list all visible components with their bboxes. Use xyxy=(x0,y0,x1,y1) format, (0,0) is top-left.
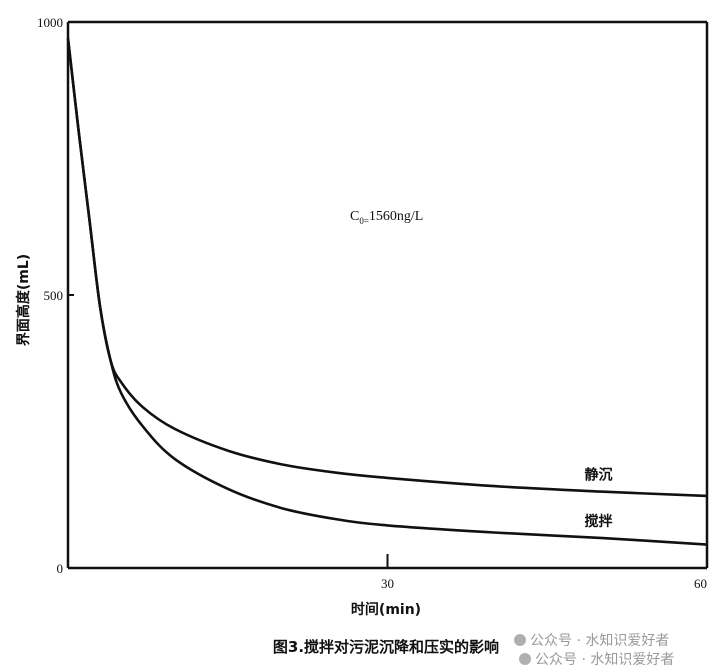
y-tick-label: 0 xyxy=(57,561,64,576)
labels: 时间(min) 界面高度(mL) C0=1560ng/L 图3.搅拌对污泥沉降和… xyxy=(15,209,613,656)
concentration-annotation: C0=1560ng/L xyxy=(350,209,423,226)
series-label-1: 静沉 xyxy=(585,467,613,484)
series-lines xyxy=(66,38,708,546)
watermark-line-2: 公众号 · 水知识爱好者 xyxy=(535,651,674,668)
y-tick-label: 500 xyxy=(44,288,64,303)
y-axis-label: 界面高度(mL) xyxy=(15,254,32,346)
wechat-icon xyxy=(519,653,531,665)
x-tick-label: 60 xyxy=(694,576,707,591)
watermark: 公众号 · 水知识爱好者 公众号 · 水知识爱好者 xyxy=(514,632,674,668)
annotation-sub: 0= xyxy=(359,216,369,226)
ticks: 0 500 1000 30 60 xyxy=(37,15,708,591)
x-tick-label: 30 xyxy=(381,576,394,591)
watermark-line-1: 公众号 · 水知识爱好者 xyxy=(530,632,669,649)
wechat-icon xyxy=(514,634,526,646)
annotation-main: C xyxy=(350,209,359,224)
figure-caption: 图3.搅拌对污泥沉降和压实的影响 xyxy=(273,638,499,656)
x-axis-label: 时间(min) xyxy=(351,601,421,618)
axes xyxy=(66,20,709,570)
series-line-2 xyxy=(66,38,708,546)
series-line-1 xyxy=(66,38,708,498)
series-label-2: 搅拌 xyxy=(585,513,613,530)
y-tick-label: 1000 xyxy=(37,15,63,30)
annotation-rest: 1560ng/L xyxy=(369,209,423,224)
